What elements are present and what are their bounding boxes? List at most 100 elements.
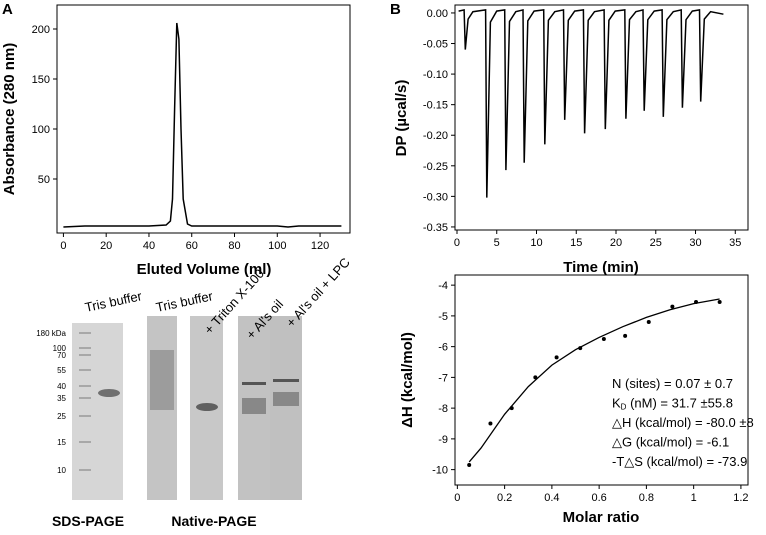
x-tick-label: 0 [60,240,66,252]
y-tick-label: -7 [438,372,448,384]
annotation-text: △G (kcal/mol) = -6.1 [612,435,729,450]
data-point [623,333,628,338]
y-tick-label: -0.35 [423,222,448,234]
y-tick-label: -5 [438,311,448,323]
marker-label: 40 [57,382,66,391]
y-tick-label: 100 [32,124,50,136]
y-axis-label: Absorbance (280 nm) [1,43,18,196]
x-tick-label: 15 [570,237,582,249]
plot-frame [454,274,749,486]
data-point [467,463,472,468]
data-point [694,300,699,305]
sds-gel [72,323,123,500]
data-point [554,355,559,360]
y-tick-label: -0.15 [423,100,448,112]
y-axis-label: ΔH (kcal/mol) [399,332,416,428]
annotation-text: K [612,396,621,411]
x-tick-label: 120 [311,240,329,252]
band [273,379,299,382]
annotation-text: -T△S (kcal/mol) = -73.9 [612,454,747,469]
y-tick-label: -0.25 [423,161,448,173]
annotation: KD (nM) = 31.7 ±55.8 [612,396,733,412]
lane-label: Tris buffer [84,288,144,315]
y-tick-label: -0.10 [423,69,448,81]
x-axis-label: Eluted Volume (ml) [137,261,272,278]
x-tick-label: 5 [494,237,500,249]
panel-label: B [390,1,401,18]
panel-label: A [2,1,13,18]
data-line [458,8,724,198]
ladder [79,332,91,471]
x-tick-label: 0.8 [639,492,654,504]
annotation: -T△S (kcal/mol) = -73.9 [612,454,747,469]
x-tick-label: 80 [228,240,240,252]
x-axis-label: Time (min) [563,259,639,276]
gel-images [72,316,302,500]
gel-caption: Native-PAGE [171,513,256,529]
marker-label: 25 [57,412,66,421]
x-tick-label: 25 [650,237,662,249]
y-tick-label: -0.05 [423,39,448,51]
y-tick-label: -8 [438,403,448,415]
x-tick-label: 0.2 [497,492,512,504]
y-tick-label: 150 [32,74,50,86]
band [242,398,266,414]
marker-label: 35 [57,394,66,403]
x-tick-label: 1 [691,492,697,504]
native-gel [270,316,302,500]
x-tick-label: 0 [454,492,460,504]
data-point [670,304,675,309]
x-tick-label: 60 [186,240,198,252]
y-tick-label: -10 [432,465,448,477]
marker-label: 10 [57,466,66,475]
x-tick-label: 40 [143,240,155,252]
annotation: △H (kcal/mol) = -80.0 ±8 [612,415,754,430]
annotation-sub: D [621,403,627,412]
annotation-text: N (sites) = 0.07 ± 0.7 [612,376,733,391]
y-tick-label: 200 [32,24,50,36]
data-point [717,300,722,305]
annotation-text: (nM) = 31.7 ±55.8 [626,396,733,411]
data-point [646,320,651,325]
plot-frame [56,4,351,234]
x-tick-label: 1.2 [733,492,748,504]
data-line [63,22,342,228]
plot-frame [454,4,749,231]
y-tick-label: -4 [438,280,448,292]
band [98,389,120,397]
marker-label: 15 [57,438,66,447]
gel-caption: SDS-PAGE [52,513,124,529]
x-tick-label: 30 [689,237,701,249]
data-point [509,406,514,411]
x-tick-label: 10 [530,237,542,249]
lane-label: + Al's oil + LPC [283,255,353,330]
x-axis-label: Molar ratio [563,509,640,526]
x-tick-label: 20 [610,237,622,249]
y-tick-label: -0.20 [423,130,448,142]
y-tick-label: 0.00 [427,8,448,20]
y-tick-label: -6 [438,342,448,354]
annotation: N (sites) = 0.07 ± 0.7 [612,376,733,391]
x-tick-label: 0.6 [591,492,606,504]
y-tick-label: -9 [438,434,448,446]
marker-label: 180 kDa [36,329,66,338]
marker-label: 55 [57,366,66,375]
lane-label: Tris buffer [155,288,215,315]
annotation-text: △H (kcal/mol) = -80.0 ±8 [612,415,754,430]
y-axis-label: DP (µcal/s) [393,80,410,157]
x-tick-label: 20 [100,240,112,252]
marker-label: 70 [57,351,66,360]
data-point [601,336,606,341]
band [242,382,266,385]
band [150,350,174,410]
data-point [488,421,493,426]
x-tick-label: 100 [268,240,286,252]
marker-label: 100 [53,344,67,353]
x-tick-label: 0.4 [544,492,559,504]
y-tick-label: 50 [38,174,50,186]
fit-line [468,298,720,463]
data-point [533,375,538,380]
data-point [578,346,583,351]
band [196,403,218,411]
